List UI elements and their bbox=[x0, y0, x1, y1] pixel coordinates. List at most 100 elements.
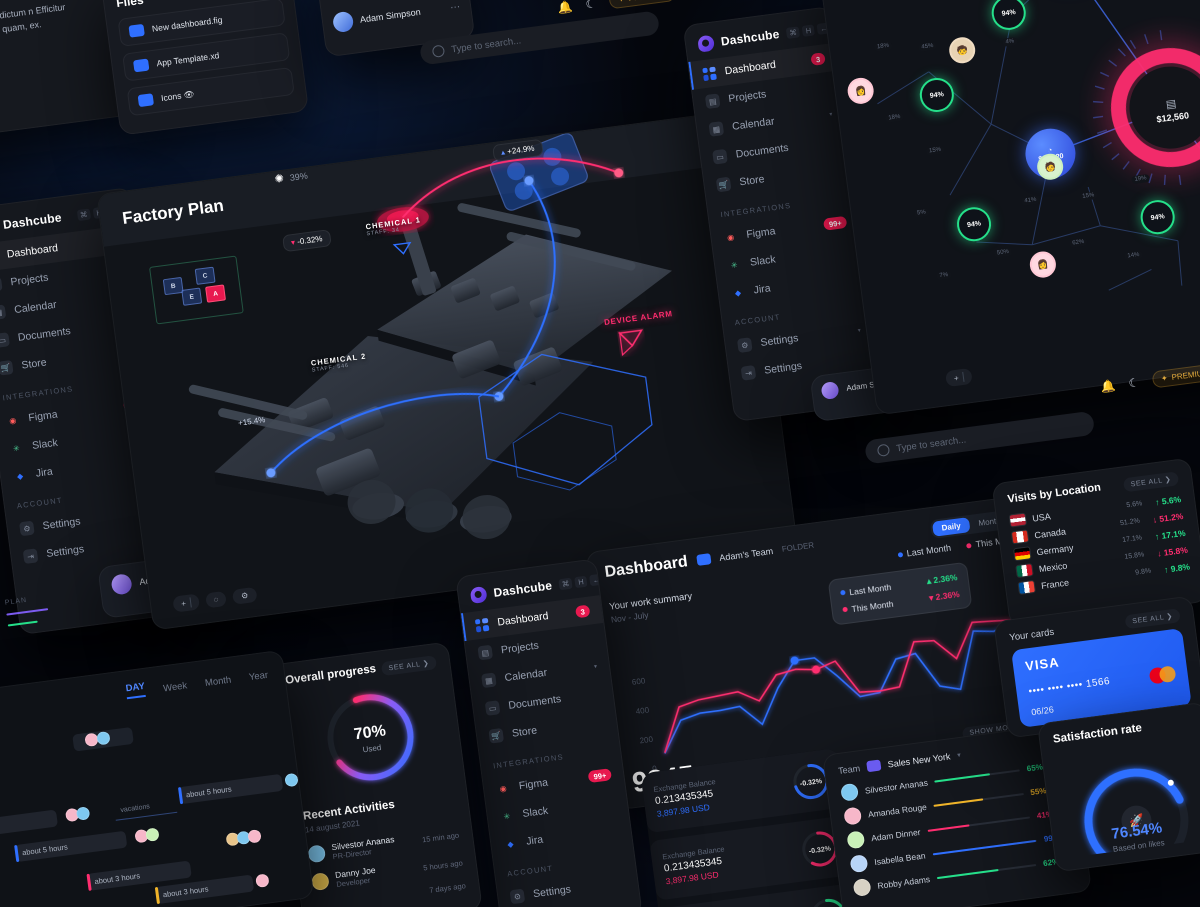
y-tick-label: 200 bbox=[639, 735, 654, 746]
chevron-down-icon[interactable]: ▾ bbox=[829, 111, 833, 118]
more-icon[interactable]: ⋯ bbox=[449, 1, 461, 14]
y-tick-label: 0 bbox=[652, 764, 658, 774]
flag-mx-icon bbox=[1016, 564, 1033, 578]
activity-time: 7 days ago bbox=[428, 881, 467, 895]
point-this-month bbox=[812, 665, 821, 674]
document-icon: ▭ bbox=[0, 332, 10, 348]
plus-icon[interactable]: + bbox=[172, 593, 200, 613]
jira-icon: ◆ bbox=[734, 287, 742, 298]
search-icon bbox=[431, 44, 446, 58]
cart-icon: 🛒 bbox=[715, 176, 732, 193]
timeline-row-header[interactable] bbox=[72, 726, 134, 752]
status-badge: 99+ bbox=[587, 768, 612, 784]
see-all-button[interactable]: SEE ALL ❯ bbox=[1124, 608, 1181, 630]
plus-icon[interactable]: + bbox=[944, 367, 973, 388]
avatar: 🧑 bbox=[1043, 160, 1057, 172]
cart-icon: 🛒 bbox=[488, 727, 505, 744]
member-name: Robby Adams bbox=[876, 873, 931, 891]
slack-icon: ✳ bbox=[12, 443, 21, 454]
see-all-button[interactable]: SEE ALL ❯ bbox=[1122, 471, 1180, 493]
calendar-icon: ▦ bbox=[0, 304, 7, 321]
timeline-task[interactable]: about 5 hours bbox=[0, 806, 91, 842]
tooltip-value: ▾ 2.36% bbox=[928, 588, 961, 603]
country-muted: 15.8% bbox=[1124, 551, 1145, 561]
moon-icon[interactable]: ☾ bbox=[1127, 374, 1141, 391]
gear-icon: ⚙ bbox=[509, 888, 526, 905]
sidebar-item-label: Store bbox=[20, 356, 48, 372]
gear-icon[interactable]: ⚙ bbox=[232, 586, 258, 605]
member-name: Amanda Rouge bbox=[867, 801, 928, 819]
star-icon: ✦ bbox=[1160, 373, 1169, 384]
card-title: Your cards bbox=[1008, 626, 1055, 644]
country-pct: ↑ 5.6% bbox=[1154, 493, 1182, 507]
series-last-month bbox=[664, 616, 1033, 754]
bell-icon[interactable]: 🔔 bbox=[1099, 377, 1117, 394]
y-tick-label: 600 bbox=[631, 676, 646, 687]
tooltip-label: Last Month bbox=[848, 581, 892, 597]
flag-us-icon bbox=[1009, 513, 1027, 527]
sidebar-item-label: Slack bbox=[31, 436, 59, 452]
timeline-card: Adam's Team FOLDER ▾ DAY Week Month Year… bbox=[0, 649, 315, 907]
progress-caption: Used bbox=[362, 743, 382, 754]
timeline-task[interactable]: about 5 hours bbox=[14, 827, 160, 863]
tab-month[interactable]: Month bbox=[204, 674, 232, 689]
grid-icon bbox=[474, 617, 490, 633]
avatar: 👩 bbox=[854, 84, 867, 97]
gear-icon: ⚙ bbox=[19, 520, 35, 537]
tab-week[interactable]: Week bbox=[162, 680, 188, 695]
flag-ca-icon bbox=[1011, 530, 1029, 544]
country-name: Mexico bbox=[1038, 560, 1068, 574]
tag-label: -0.32% bbox=[296, 234, 323, 247]
chevron-down-icon[interactable]: ▾ bbox=[857, 327, 862, 334]
gauge: -0.32% bbox=[811, 898, 847, 907]
contrast-icon[interactable]: ◑ bbox=[380, 143, 390, 157]
country-muted: 51.2% bbox=[1119, 517, 1141, 528]
rocket-icon: 🚀 bbox=[1128, 813, 1145, 829]
tooltip-label: This Month bbox=[850, 598, 894, 614]
search-placeholder: Type to search... bbox=[895, 433, 967, 455]
moon-icon[interactable]: ☾ bbox=[584, 0, 598, 12]
avatar bbox=[843, 806, 863, 826]
exchange-balance-card[interactable]: Exchange Balance 0.213435345 -0.32% bbox=[658, 882, 860, 907]
premium-badge[interactable]: ✦ PREMIUM bbox=[607, 0, 677, 10]
avatar bbox=[852, 877, 872, 897]
tab-day[interactable]: DAY bbox=[125, 680, 147, 700]
avatar bbox=[96, 730, 111, 746]
timeline-task[interactable]: about 5 hours bbox=[177, 772, 299, 805]
country-muted: 9.8% bbox=[1134, 567, 1152, 577]
sidebar-item-label: Jira bbox=[35, 465, 54, 480]
search-placeholder: Type to search... bbox=[450, 34, 522, 55]
sidebar-item-label: Documents bbox=[17, 325, 72, 344]
activity-time: 5 hours ago bbox=[422, 858, 464, 873]
member-name: Isabella Bean bbox=[873, 849, 927, 867]
activity-time: 15 min ago bbox=[421, 830, 460, 845]
card-title: Visits by Location bbox=[1006, 481, 1102, 506]
logout-icon: ⇥ bbox=[22, 548, 39, 565]
calendar-icon: ▦ bbox=[481, 672, 497, 689]
tab-year[interactable]: Year bbox=[248, 669, 269, 684]
briefcase-icon: ▤ bbox=[477, 644, 494, 661]
search-icon[interactable]: ◌ bbox=[204, 590, 228, 608]
flag-de-icon bbox=[1014, 547, 1031, 561]
logout-icon: ⇥ bbox=[740, 365, 757, 381]
y-axis-ticks: 0 200 400 600 bbox=[631, 676, 658, 774]
tab-daily[interactable]: Daily bbox=[931, 517, 971, 537]
chevron-down-icon[interactable]: ▾ bbox=[956, 751, 962, 759]
country-pct: ↑ 17.1% bbox=[1154, 527, 1187, 542]
gauge-value: -0.32% bbox=[800, 778, 824, 788]
sidebar-item-label: Settings bbox=[45, 543, 85, 561]
gear-icon: ⚙ bbox=[736, 337, 753, 353]
dashcube-logo-icon bbox=[469, 585, 488, 604]
avatar bbox=[840, 782, 860, 802]
avatar bbox=[331, 10, 355, 34]
chevron-down-icon[interactable]: ▾ bbox=[593, 663, 598, 670]
bell-icon[interactable]: 🔔 bbox=[556, 0, 574, 15]
team-label: Team bbox=[837, 762, 861, 776]
country-name: USA bbox=[1031, 510, 1052, 524]
member-pct: 65% bbox=[1026, 762, 1044, 774]
shortcut-keys: ⌘ H ← bbox=[558, 573, 604, 590]
status-badge: 99+ bbox=[823, 215, 848, 231]
country-muted: 17.1% bbox=[1121, 534, 1143, 545]
sidebar-item-label: Dashboard bbox=[724, 58, 777, 78]
avatar bbox=[846, 830, 866, 850]
